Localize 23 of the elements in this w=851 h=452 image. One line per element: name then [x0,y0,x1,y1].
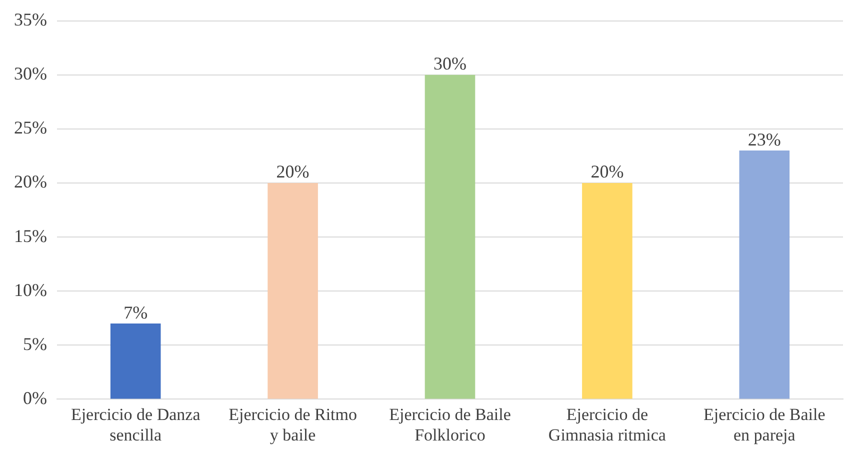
bar [268,182,318,399]
y-tick-label: 0% [22,388,47,408]
y-tick-label: 5% [22,334,47,354]
data-label: 20% [590,162,624,182]
y-tick-label: 25% [14,118,47,138]
y-tick-label: 15% [14,226,47,246]
x-tick-label: Ejercicio de Baile Folklorico [389,404,511,444]
bar [110,324,161,399]
x-tick-label: Ejercicio de Danza sencilla [70,404,201,444]
data-label: 30% [433,54,466,74]
data-label: 20% [276,162,310,182]
bar [739,150,790,399]
bar [424,74,476,399]
data-label: 23% [748,129,781,150]
x-tick-label: Ejercicio de Baile en pareja [704,404,826,444]
bar [582,182,632,399]
y-tick-label: 10% [14,280,47,300]
y-tick-label: 20% [14,172,47,192]
y-tick-label: 30% [14,64,47,84]
y-tick-label: 35% [14,10,47,30]
x-tick-label: Ejercicio de Ritmo y baile [228,404,357,444]
x-tick-label: Ejercicio de Gimnasia ritmica [548,404,666,444]
data-label: 7% [124,302,148,322]
